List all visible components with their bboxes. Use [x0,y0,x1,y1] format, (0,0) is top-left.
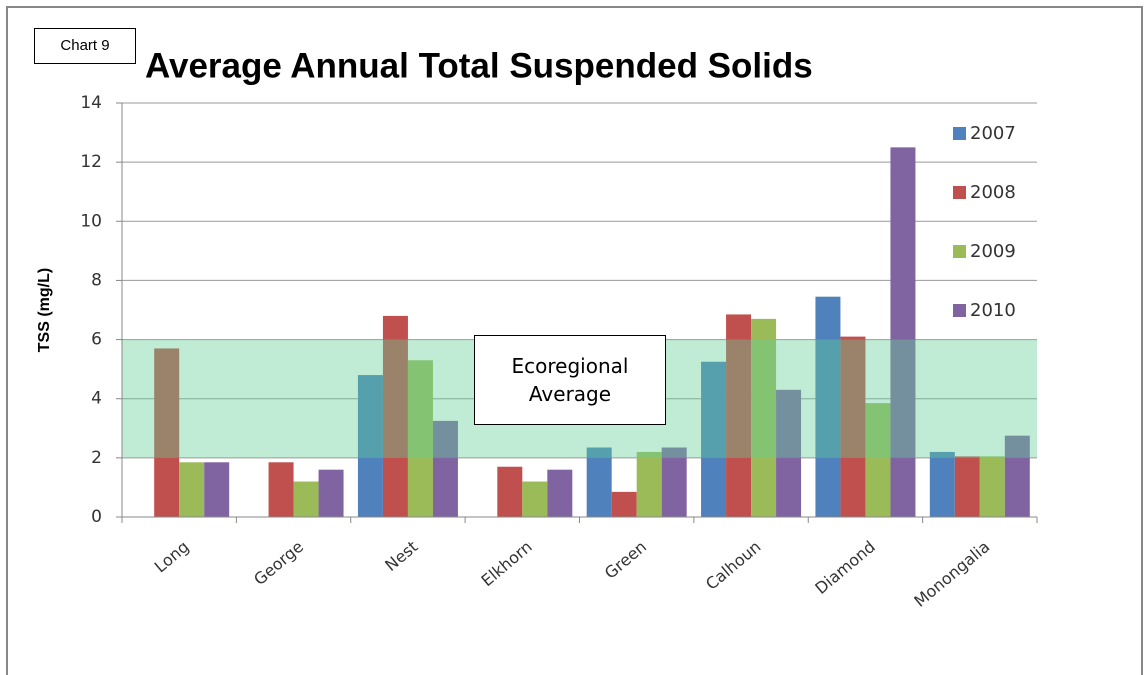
legend-label: 2008 [970,182,1016,203]
legend-label: 2009 [970,241,1016,262]
bar [293,481,319,517]
band-label-box: Ecoregional Average [474,335,666,425]
legend-swatch [953,127,966,140]
chart-title: Average Annual Total Suspended Solids [145,46,813,85]
bar [497,466,523,517]
bar [890,147,916,517]
y-tick-label: 10 [80,211,102,231]
legend-swatch [953,304,966,317]
bar [776,389,802,517]
band-label: Ecoregional Average [511,354,629,406]
bar [726,314,752,517]
bar [815,296,841,517]
bar [661,447,687,517]
bar [179,462,205,517]
bar [929,451,955,517]
bar [979,456,1005,517]
bar [432,420,458,517]
bar [636,451,662,517]
bar [1004,435,1030,517]
bar [751,318,777,517]
bar [154,348,180,517]
bar [954,456,980,517]
legend-swatch [953,186,966,199]
bar [357,375,383,517]
bar [204,462,230,517]
bar [840,336,866,517]
bar [586,447,612,517]
bar [382,315,408,517]
legend-label: 2007 [970,123,1016,144]
bar [611,491,637,517]
chart-label: Chart 9 [34,28,136,64]
y-axis-title: TSS (mg/L) [36,268,53,352]
bar [701,361,727,517]
y-tick-label: 2 [91,448,102,468]
bar [268,462,294,517]
bar [318,469,344,517]
y-tick-label: 12 [80,152,102,172]
bar [522,481,548,517]
bar [407,360,433,517]
y-tick-label: 14 [80,93,102,113]
y-tick-label: 8 [91,270,102,290]
legend-label: 2010 [970,300,1016,321]
y-tick-label: 0 [91,507,102,527]
legend-swatch [953,245,966,258]
y-tick-label: 4 [91,389,102,409]
y-tick-label: 6 [91,330,102,350]
bar [865,403,891,517]
bar [547,469,573,517]
